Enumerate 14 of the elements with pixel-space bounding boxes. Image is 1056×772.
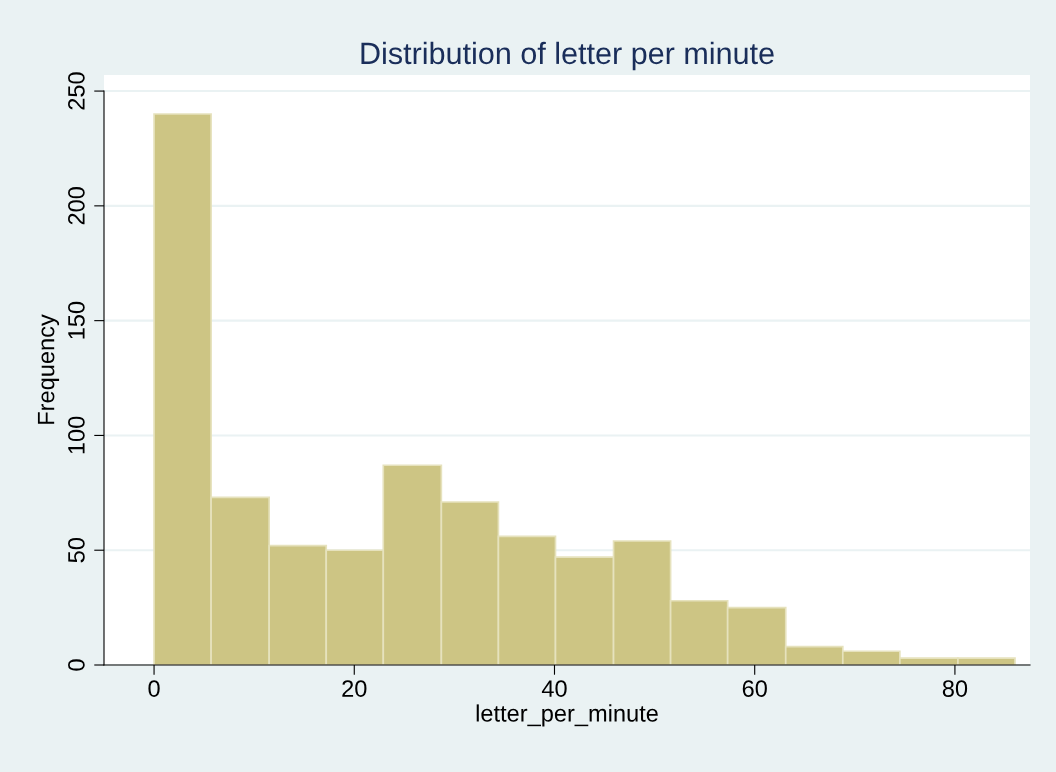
x-tick-label: 0: [148, 680, 160, 697]
y-tick-label: 250: [68, 72, 85, 110]
x-axis-title: letter_per_minute: [476, 704, 658, 727]
chart-title: Distribution of letter per minute: [361, 41, 774, 71]
y-tick-label: 0: [68, 659, 85, 671]
y-tick-label: 200: [68, 187, 85, 225]
y-tick-label: 100: [68, 416, 85, 454]
x-tick-label: 60: [742, 680, 767, 697]
x-tick-label: 40: [541, 680, 567, 697]
y-tick-label: 150: [68, 301, 85, 339]
y-tick-label: 50: [68, 538, 85, 563]
y-axis-title: Frequency: [37, 314, 60, 424]
x-tick-label: 80: [942, 680, 968, 697]
x-tick-label: 20: [342, 680, 367, 697]
